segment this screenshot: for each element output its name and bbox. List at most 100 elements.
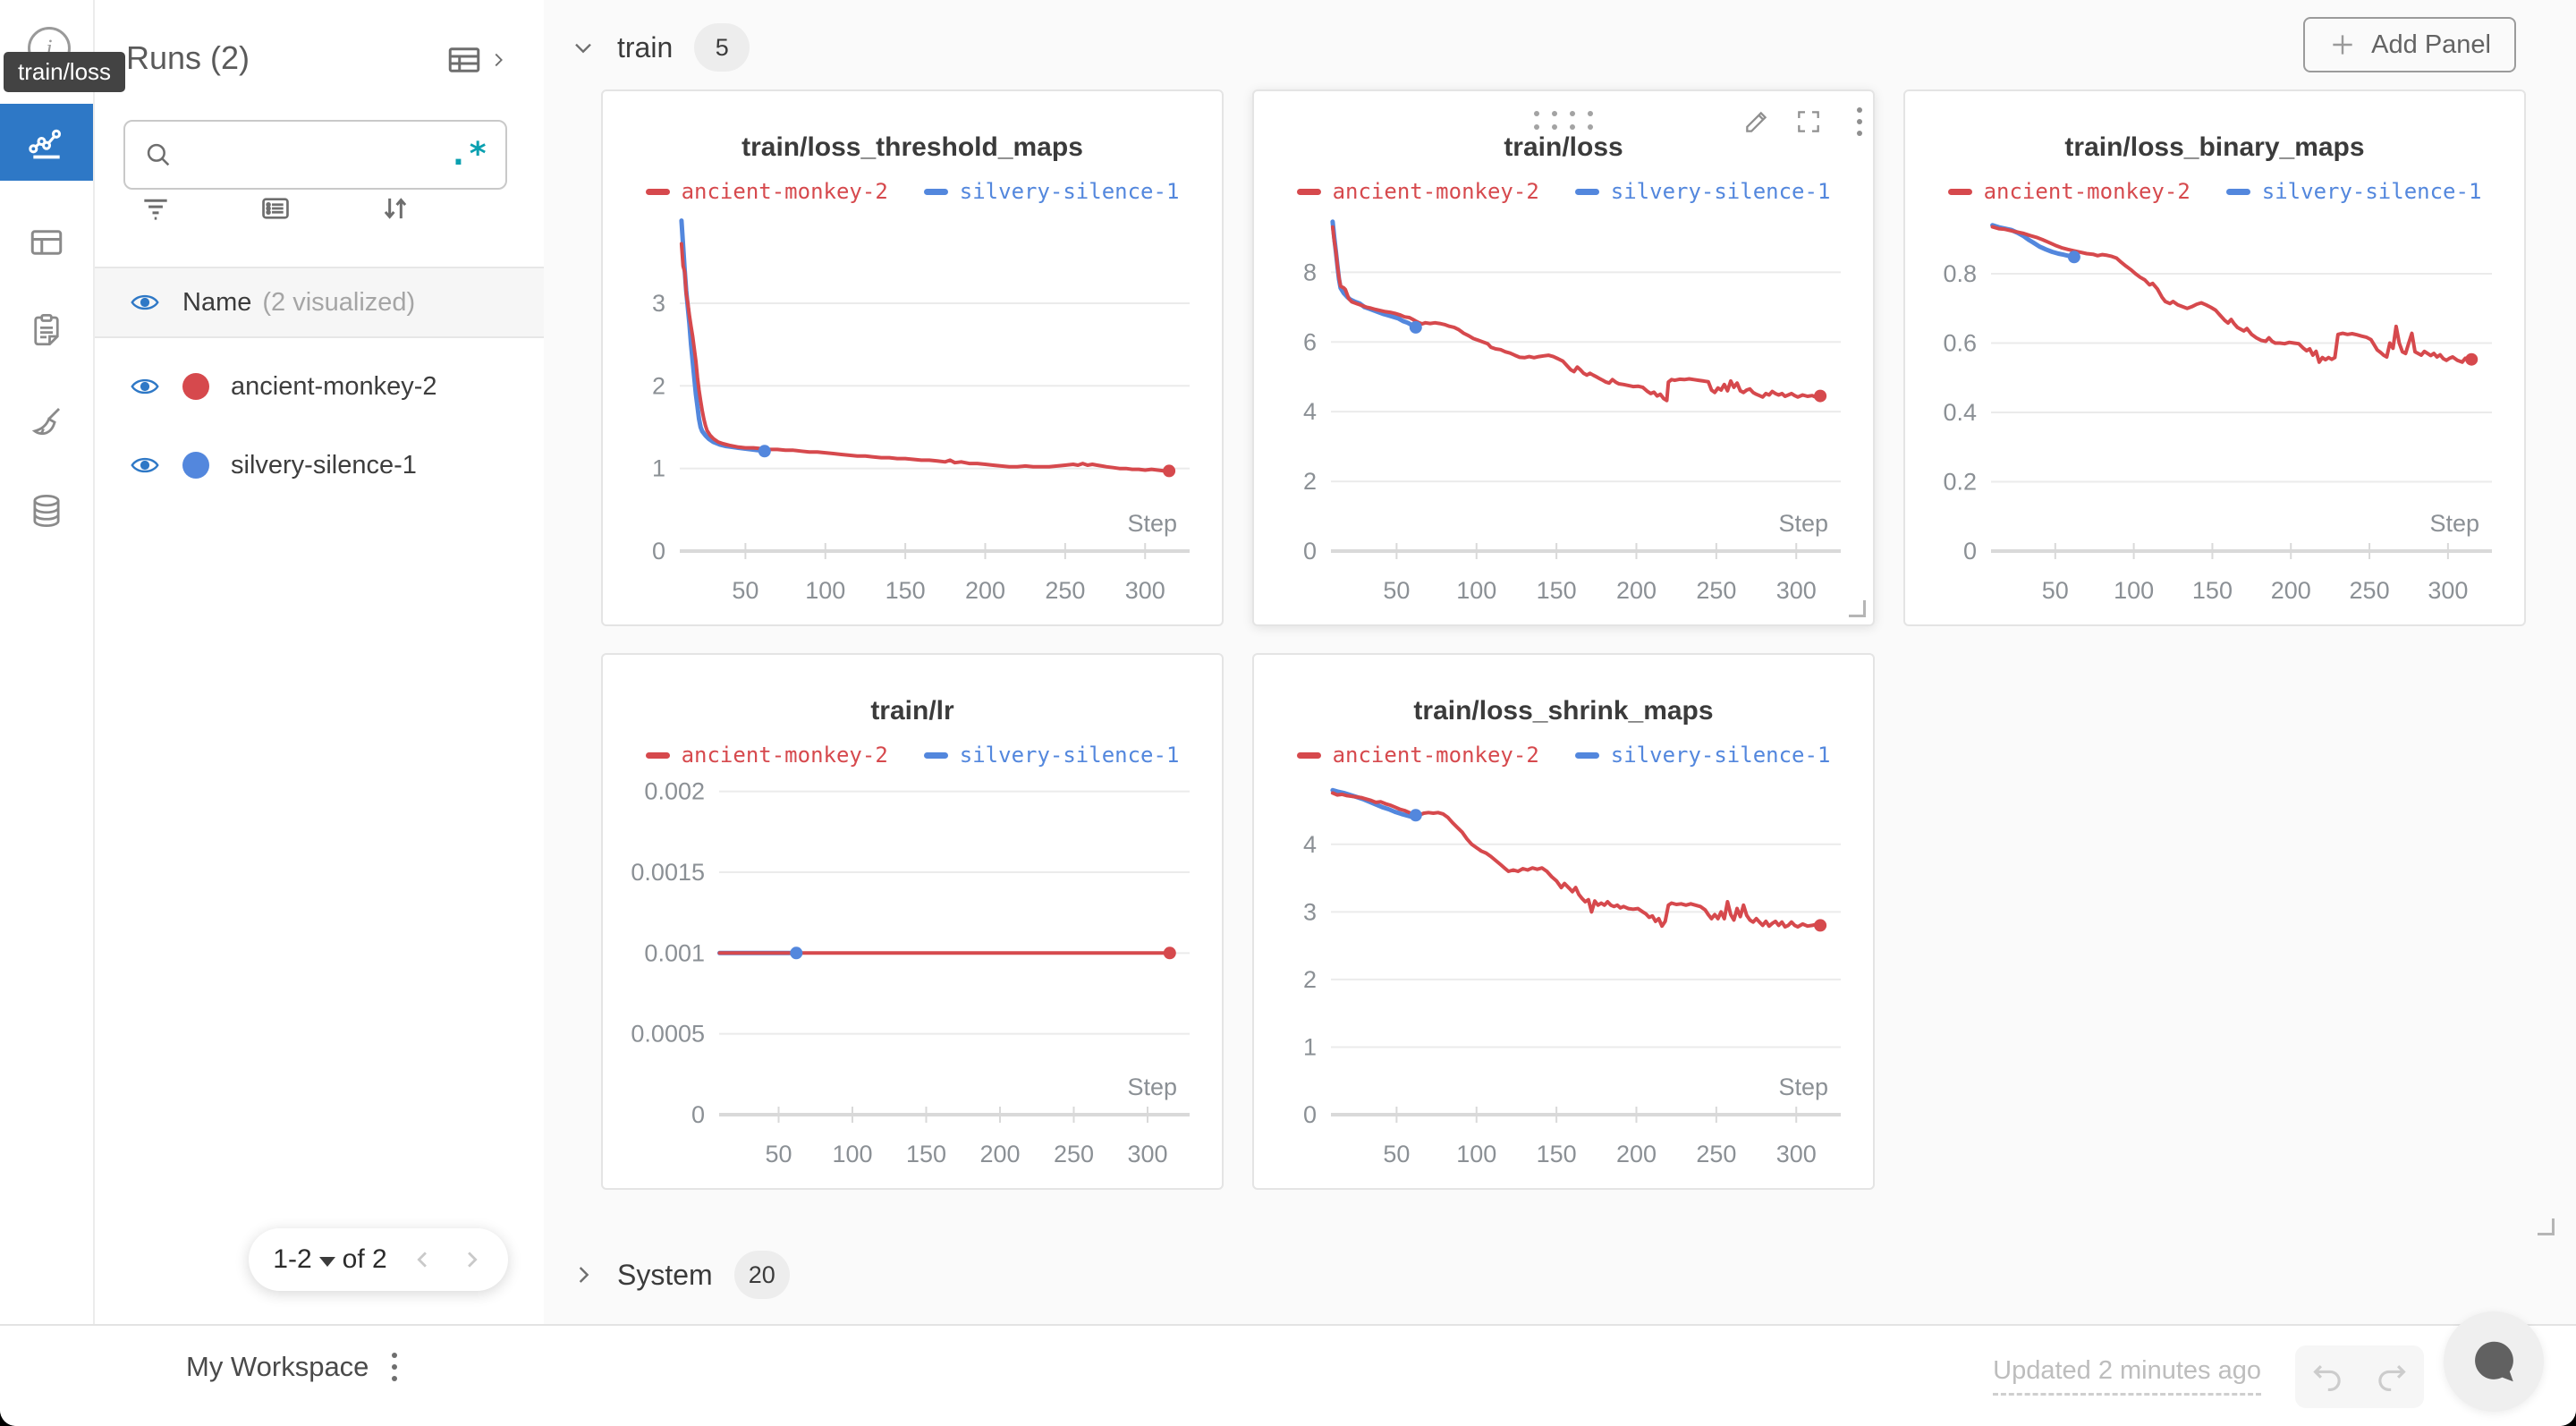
section-title: train [617,30,674,64]
chevron-down-icon[interactable] [318,1256,335,1267]
svg-text:300: 300 [1776,1141,1817,1167]
line-chart-plot[interactable]: 0 0.2 0.4 0.6 0.8 50 100 150 200 250 300 Step [1905,91,2524,624]
sidebar-item-sweeps[interactable] [0,383,93,460]
updated-timestamp: Updated 2 minutes ago [1993,1356,2261,1396]
run-name: silvery-silence-1 [231,450,417,480]
legend-label: silvery-silence-1 [2261,179,2482,204]
run-row-ancient-monkey-2[interactable]: ancient-monkey-2 [95,358,544,415]
edit-icon[interactable] [1742,107,1771,136]
run-color-dot [182,452,209,479]
next-page-button[interactable] [459,1244,484,1275]
svg-text:50: 50 [2042,577,2069,604]
panel-grid: train/loss_threshold_maps ancient-monkey… [601,89,2526,1190]
legend-label: ancient-monkey-2 [681,179,888,204]
legend-item[interactable]: ancient-monkey-2 [1296,179,1539,204]
runs-panel-title: Runs (2) [126,39,250,76]
sidebar-item-charts[interactable] [0,104,93,181]
sidebar-item-artifacts[interactable] [0,472,93,549]
chart-panel[interactable]: train/loss_threshold_maps ancient-monkey… [601,89,1224,626]
eye-icon[interactable] [129,452,161,479]
section-train[interactable]: train 5 [569,23,750,72]
section-resize-handle[interactable] [2538,1218,2555,1235]
panel-title: train/loss_threshold_maps [741,132,1083,162]
run-color-dot [182,373,209,400]
panel-resize-handle[interactable] [1849,600,1866,617]
run-list-header[interactable]: Name (2 visualized) [95,267,544,338]
panel-title: train/loss_binary_maps [2064,132,2365,162]
open-runs-table-button[interactable] [445,41,508,79]
chevron-down-icon[interactable] [569,33,597,62]
eye-icon[interactable] [129,373,161,400]
svg-text:Step: Step [1127,510,1177,537]
pagination-range[interactable]: 1-2 [273,1244,312,1274]
legend-swatch [1947,188,1972,195]
legend-label: ancient-monkey-2 [1332,743,1539,768]
broom-icon [28,403,65,440]
chart-panel[interactable]: train/loss ancient-monkey-2 silvery-silen… [1252,89,1875,626]
search-icon [143,140,174,170]
eye-icon[interactable] [129,289,161,316]
legend-label: ancient-monkey-2 [1332,179,1539,204]
columns-icon[interactable] [258,191,334,225]
svg-text:200: 200 [965,577,1005,604]
line-chart-plot[interactable]: 0 1 2 3 50 100 150 200 250 300 Step [603,91,1222,624]
section-system[interactable]: System 20 [569,1251,790,1299]
svg-text:0.8: 0.8 [1943,260,1977,287]
chart-panel[interactable]: train/loss_shrink_maps ancient-monkey-2 s… [1252,653,1875,1190]
svg-text:100: 100 [1456,577,1496,604]
run-list-toolbar [139,191,453,225]
legend-swatch [923,188,948,195]
legend-item[interactable]: silvery-silence-1 [1574,743,1831,768]
drag-handle[interactable] [1534,111,1593,130]
line-chart-plot[interactable]: 0 2 4 6 8 50 100 150 200 250 300 Step [1254,91,1873,624]
line-chart-plot[interactable]: 0 1 2 3 4 50 100 150 200 250 300 Step [1254,655,1873,1188]
svg-text:250: 250 [1054,1141,1094,1167]
svg-text:150: 150 [1537,577,1577,604]
regex-toggle[interactable]: .* [448,136,487,173]
undo-button[interactable] [2295,1345,2360,1408]
sidebar-item-tables[interactable] [0,204,93,281]
run-search-input[interactable] [188,140,449,170]
bottom-bar: My Workspace Updated 2 minutes ago [0,1324,2576,1426]
legend-item[interactable]: ancient-monkey-2 [1947,179,2190,204]
svg-text:1: 1 [652,455,665,482]
fullscreen-icon[interactable] [1794,107,1823,136]
legend-item[interactable]: silvery-silence-1 [923,743,1179,768]
plus-icon [2328,30,2357,59]
chat-support-button[interactable] [2444,1311,2544,1412]
panel-legend: ancient-monkey-2 silvery-silence-1 [603,743,1222,768]
legend-swatch [1296,751,1321,759]
workspace-switcher[interactable]: My Workspace [186,1351,398,1383]
chart-panel[interactable]: train/loss_binary_maps ancient-monkey-2 s… [1903,89,2526,626]
kebab-menu-icon[interactable] [392,1353,398,1381]
legend-item[interactable]: ancient-monkey-2 [1296,743,1539,768]
panel-legend: ancient-monkey-2 silvery-silence-1 [1905,179,2524,204]
prev-page-button[interactable] [411,1244,436,1275]
redo-button[interactable] [2360,1345,2424,1408]
legend-label: silvery-silence-1 [1610,179,1831,204]
legend-item[interactable]: ancient-monkey-2 [645,179,888,204]
chevron-right-icon[interactable] [569,1260,597,1289]
run-row-silvery-silence-1[interactable]: silvery-silence-1 [95,437,544,494]
svg-text:300: 300 [1127,1141,1167,1167]
chart-panel[interactable]: train/lr ancient-monkey-2 silvery-silence… [601,653,1224,1190]
add-panel-button[interactable]: Add Panel [2303,17,2516,72]
svg-text:50: 50 [1383,577,1410,604]
filter-icon[interactable] [139,191,214,225]
sidebar-item-reports[interactable] [0,292,93,369]
line-chart-plot[interactable]: 0 0.0005 0.001 0.0015 0.002 50 100 150 200 250 300… [603,655,1222,1188]
legend-item[interactable]: silvery-silence-1 [923,179,1179,204]
runs-table-icon [445,41,483,79]
legend-item[interactable]: ancient-monkey-2 [645,743,888,768]
svg-text:3: 3 [1303,898,1317,925]
legend-item[interactable]: silvery-silence-1 [2225,179,2482,204]
legend-item[interactable]: silvery-silence-1 [1574,179,1831,204]
legend-swatch [1574,751,1599,759]
sort-icon[interactable] [378,191,453,225]
kebab-menu-icon[interactable] [1857,107,1862,136]
legend-swatch [923,751,948,759]
svg-text:100: 100 [1456,1141,1496,1167]
svg-text:6: 6 [1303,328,1317,355]
legend-label: silvery-silence-1 [1610,743,1831,768]
